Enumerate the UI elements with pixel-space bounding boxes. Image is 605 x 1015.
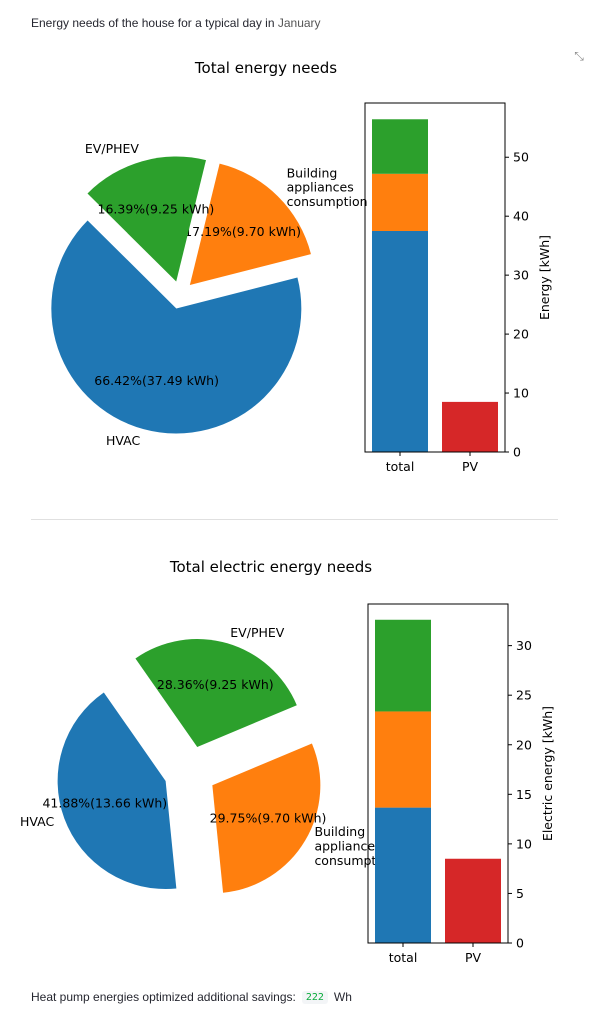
pie-autopct: 28.36%(9.25 kWh) (157, 677, 274, 692)
y-tick-label: 10 (513, 386, 529, 401)
y-tick-label: 20 (513, 327, 529, 342)
section-divider (31, 519, 558, 520)
y-tick-label: 30 (513, 268, 529, 283)
savings-unit: Wh (333, 990, 352, 1004)
header-prefix: Energy needs of the house for a typical … (31, 16, 275, 30)
pie-slice (87, 156, 206, 282)
plot-frame (367, 603, 509, 944)
y-tick-label: 15 (516, 787, 532, 802)
total-energy-chart: Total energy needs 66.42%(37.49 kWh) HVAC 1… (51, 59, 552, 474)
pie-label: EV/PHEV (230, 625, 284, 640)
pie-label: Building appliances consumption (287, 165, 368, 209)
pie-autopct: 66.42%(37.49 kWh) (94, 373, 219, 388)
savings-footer: Heat pump energies optimized additional … (31, 990, 352, 1004)
electric-energy-chart: Total electric energy needs 41.88%(13.66 … (20, 558, 555, 965)
y-tick-label: 20 (516, 737, 532, 752)
pie-slice (212, 743, 321, 893)
y-tick-label: 50 (513, 150, 529, 165)
bar-segment (445, 858, 501, 943)
pie-autopct: 16.39%(9.25 kWh) (98, 201, 215, 216)
header-month: January (277, 16, 321, 30)
y-tick-label: 25 (516, 688, 532, 703)
pie-label: HVAC (20, 814, 54, 829)
bar-segment (375, 807, 431, 943)
y-axis-label: Electric energy [kWh] (540, 706, 555, 841)
y-tick-label: 10 (516, 836, 532, 851)
bar-segment (372, 230, 428, 452)
pie-autopct: 29.75%(9.70 kWh) (210, 810, 327, 825)
y-tick-label: 40 (513, 209, 529, 224)
savings-value: 222 (301, 990, 328, 1004)
pie-label: EV/PHEV (85, 141, 139, 156)
pie-autopct: 17.19%(9.70 kWh) (184, 224, 301, 239)
page-header: Energy needs of the house for a typical … (31, 16, 321, 30)
y-tick-label: 0 (516, 936, 524, 951)
bar-segment (372, 119, 428, 174)
bar-segment (375, 711, 431, 808)
x-tick-label: PV (462, 459, 479, 474)
pie-slice (51, 220, 302, 434)
plot-frame (364, 102, 506, 453)
bar-segment (372, 173, 428, 231)
x-tick-label: total (389, 950, 418, 965)
chart-title: Total energy needs (194, 59, 337, 77)
savings-label: Heat pump energies optimized additional … (31, 990, 296, 1004)
y-tick-label: 5 (516, 886, 524, 901)
x-tick-label: total (386, 459, 415, 474)
pie-slice (135, 639, 297, 748)
pie-slice (57, 692, 177, 890)
y-axis-label: Energy [kWh] (537, 235, 552, 320)
bar-segment (375, 619, 431, 712)
y-tick-label: 0 (513, 445, 521, 460)
expand-icon[interactable]: ⤡ (574, 49, 584, 63)
pie-autopct: 41.88%(13.66 kWh) (42, 796, 167, 811)
y-tick-label: 30 (516, 638, 532, 653)
pie-slice (189, 163, 311, 286)
pie-label: HVAC (106, 433, 140, 448)
x-tick-label: PV (465, 950, 482, 965)
bar-segment (442, 401, 498, 452)
chart-title: Total electric energy needs (169, 558, 372, 576)
